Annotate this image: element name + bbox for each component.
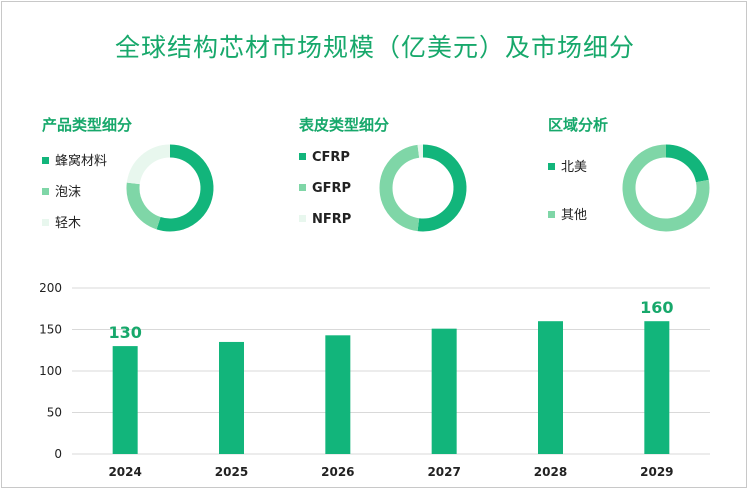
donut-slice bbox=[379, 144, 420, 232]
bar-2025 bbox=[219, 341, 244, 454]
x-tick-label: 2024 bbox=[108, 465, 141, 479]
legend-label: 北美 bbox=[561, 160, 588, 175]
legend-swatch bbox=[299, 215, 306, 222]
legend-label: 轻木 bbox=[55, 216, 82, 231]
bar-2027 bbox=[431, 328, 457, 454]
legend-label: 泡沫 bbox=[55, 185, 82, 200]
panel-title-product: 产品类型细分 bbox=[42, 116, 133, 134]
donut-slice bbox=[665, 144, 709, 183]
legend-item-nfrp: NFRP bbox=[299, 212, 351, 227]
legend-item-gfrp: GFRP bbox=[299, 181, 351, 196]
data-label-2029: 160 bbox=[640, 298, 673, 317]
x-tick-label: 2027 bbox=[427, 465, 460, 479]
y-tick-label: 200 bbox=[39, 281, 62, 295]
legend-item-cfrp: CFRP bbox=[299, 150, 350, 165]
legend-label: GFRP bbox=[312, 181, 352, 196]
bar-2029 bbox=[644, 321, 670, 454]
legend-label: NFRP bbox=[312, 212, 352, 227]
legend-item-other: 其他 bbox=[548, 204, 587, 223]
legend-swatch bbox=[42, 157, 49, 164]
donut-slice bbox=[417, 144, 467, 232]
panel-title-skin: 表皮类型细分 bbox=[299, 116, 390, 134]
bar-2026 bbox=[325, 335, 351, 454]
data-label-2024: 130 bbox=[108, 323, 141, 342]
legend-swatch bbox=[299, 153, 306, 160]
donut-slice bbox=[126, 144, 171, 185]
y-tick-label: 50 bbox=[47, 406, 62, 420]
panel-title-region: 区域分析 bbox=[548, 116, 609, 134]
donut-slice bbox=[126, 182, 161, 230]
bar-2028 bbox=[538, 321, 563, 454]
x-tick-label: 2028 bbox=[534, 465, 567, 479]
page-title: 全球结构芯材市场规模（亿美元）及市场细分 bbox=[114, 33, 635, 62]
legend-item-north-america: 北美 bbox=[548, 156, 587, 175]
legend-item-foam: 泡沫 bbox=[42, 181, 81, 200]
x-tick-label: 2026 bbox=[321, 465, 354, 479]
y-tick-label: 0 bbox=[54, 447, 62, 461]
x-tick-label: 2025 bbox=[215, 465, 248, 479]
legend-swatch bbox=[42, 188, 49, 195]
legend-label: CFRP bbox=[312, 150, 350, 165]
legend-item-balsa: 轻木 bbox=[42, 212, 81, 231]
legend-swatch bbox=[42, 219, 49, 226]
legend-label: 蜂窝材料 bbox=[55, 154, 108, 169]
legend-label: 其他 bbox=[561, 208, 588, 223]
legend-item-honeycomb: 蜂窝材料 bbox=[42, 150, 107, 169]
y-tick-label: 100 bbox=[39, 364, 62, 378]
legend-swatch bbox=[548, 211, 555, 218]
x-tick-label: 2029 bbox=[640, 465, 673, 479]
y-tick-label: 150 bbox=[39, 323, 62, 337]
donut-slice bbox=[156, 144, 214, 232]
donut-slice bbox=[622, 144, 710, 232]
legend-swatch bbox=[299, 184, 306, 191]
legend-swatch bbox=[548, 163, 555, 170]
bar-2024 bbox=[112, 346, 138, 454]
